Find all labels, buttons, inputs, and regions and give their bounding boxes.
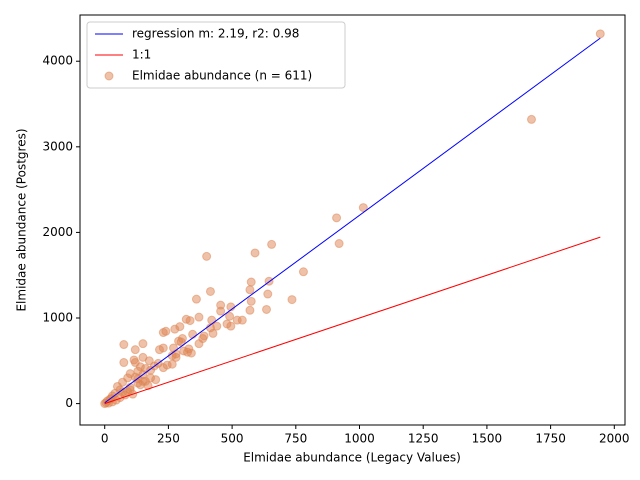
scatter-point: [205, 286, 215, 296]
legend-label: regression m: 2.19, r2: 0.98: [132, 27, 299, 41]
scatter-point: [263, 289, 273, 299]
x-tick-label: 1500: [472, 432, 503, 446]
x-tick-label: 500: [221, 432, 244, 446]
legend-box: [86, 21, 346, 89]
scatter-point: [526, 114, 536, 124]
scatter-point: [267, 239, 277, 249]
scatter-point: [246, 296, 256, 306]
scatter-point: [146, 373, 156, 383]
scatter-point: [262, 304, 272, 314]
scatter-point: [119, 358, 129, 368]
scatter-point: [287, 295, 297, 305]
scatter-point: [138, 339, 148, 349]
plot-frame: [79, 14, 626, 426]
regression-line: [104, 236, 601, 405]
y-tick-label: 3000: [42, 139, 73, 153]
regression-line: [104, 37, 601, 404]
scatter-point: [171, 352, 181, 362]
x-axis-label: Elmidae abundance (Legacy Values): [243, 451, 461, 465]
x-tick-label: 2000: [599, 432, 630, 446]
scatter-point: [202, 251, 212, 261]
scatter-point: [191, 294, 201, 304]
scatter-point: [226, 321, 236, 331]
scatter-point: [298, 267, 308, 277]
scatter-point: [154, 345, 164, 355]
scatter-point: [250, 248, 260, 258]
scatter-point: [170, 324, 180, 334]
scatter-point: [138, 376, 148, 386]
scatter-point: [245, 305, 255, 315]
y-tick-label: 0: [65, 396, 73, 410]
scatter-point: [130, 345, 140, 355]
y-tick-label: 1000: [42, 311, 73, 325]
scatter-point: [358, 203, 368, 213]
scatter-point: [186, 348, 196, 358]
scatter-point: [119, 340, 129, 350]
scatter-point: [158, 328, 168, 338]
legend-marker: [104, 71, 114, 81]
scatter-point: [245, 285, 255, 295]
x-tick-label: 0: [101, 432, 109, 446]
y-axis-label: Elmidae abundance (Postgres): [15, 128, 29, 311]
legend-label: 1:1: [132, 48, 151, 62]
x-tick-label: 1250: [408, 432, 439, 446]
x-tick-label: 750: [284, 432, 307, 446]
scatter-point: [216, 306, 226, 316]
x-tick-label: 1000: [344, 432, 375, 446]
scatter-point: [595, 29, 605, 39]
scatter-point: [334, 239, 344, 249]
scatter-point: [194, 312, 204, 322]
scatter-point: [185, 316, 195, 326]
y-tick-label: 4000: [42, 54, 73, 68]
scatter-point: [246, 277, 256, 287]
scatter-point: [208, 328, 218, 338]
legend-label: Elmidae abundance (n = 611): [132, 69, 312, 83]
scatter-point: [332, 213, 342, 223]
scatter-point: [188, 329, 198, 339]
scatter-point: [237, 315, 247, 325]
scatter-point: [194, 339, 204, 349]
scatter-point: [158, 363, 168, 373]
scatter-point: [125, 385, 135, 395]
x-tick-label: 250: [157, 432, 180, 446]
x-tick-label: 1750: [535, 432, 566, 446]
y-tick-label: 2000: [42, 225, 73, 239]
